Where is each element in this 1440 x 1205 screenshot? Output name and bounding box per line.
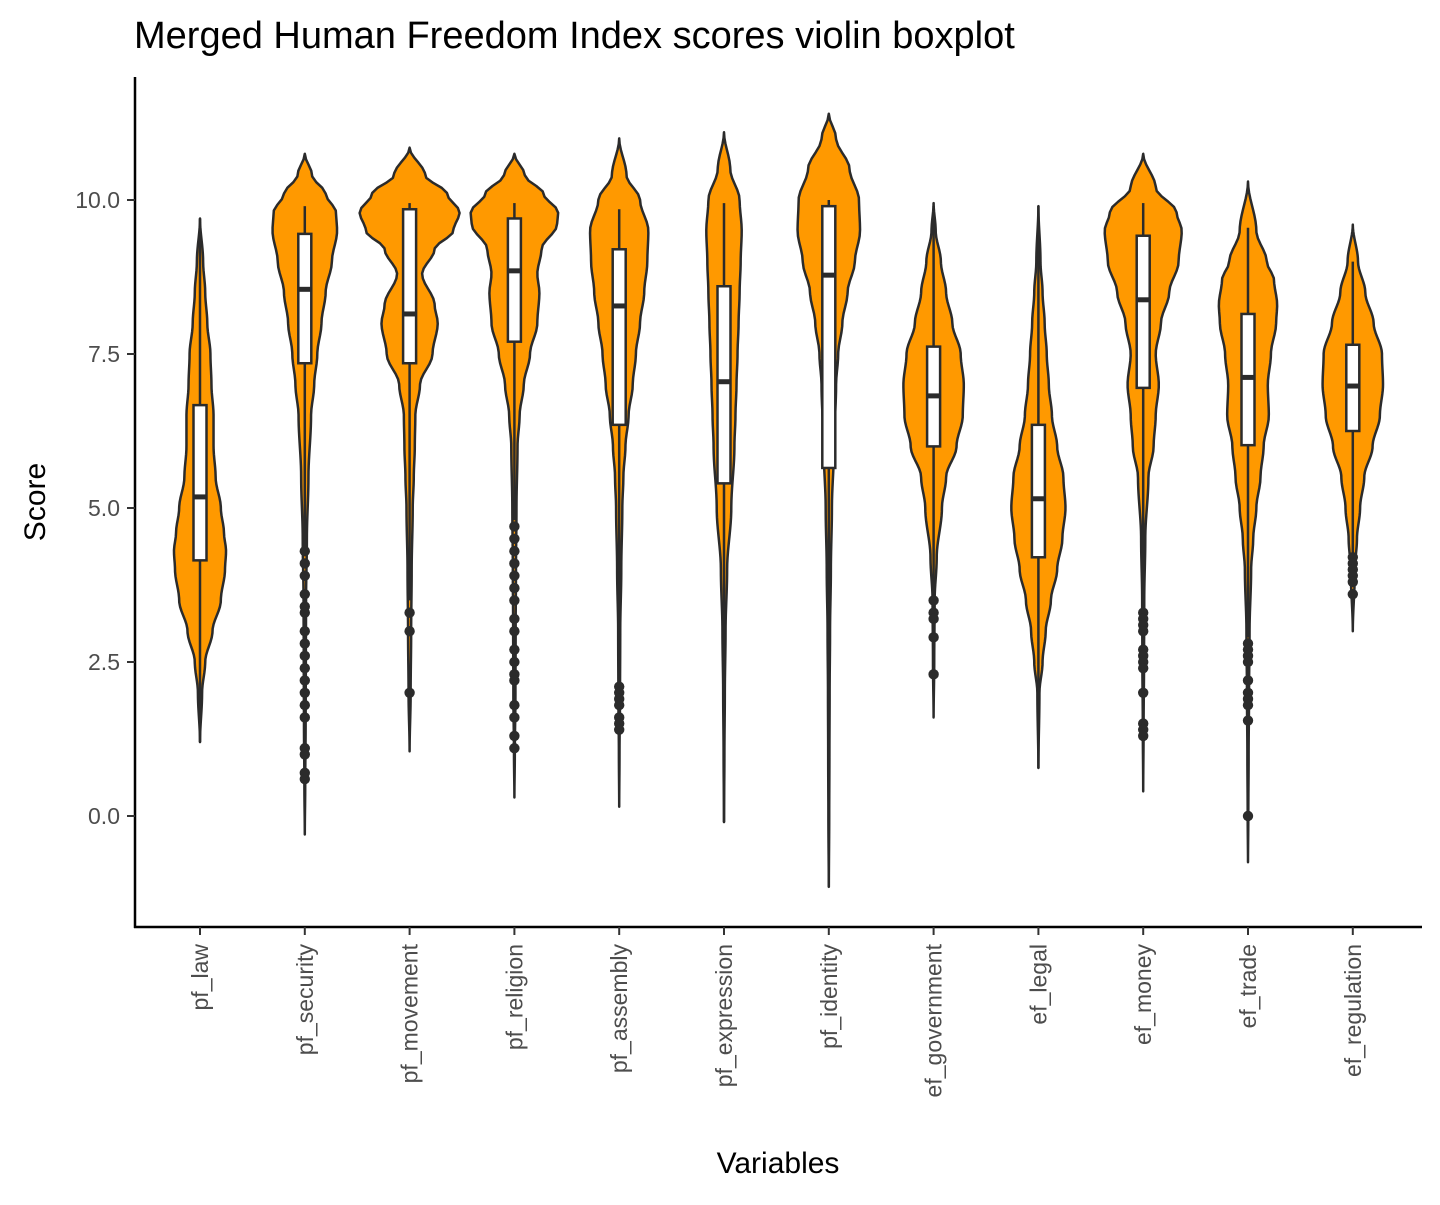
outlier-point bbox=[928, 632, 939, 643]
violin-group-ef_regulation bbox=[1321, 223, 1385, 633]
outlier-point bbox=[1242, 810, 1254, 822]
outlier-point bbox=[1138, 626, 1149, 637]
y-tick-label: 0.0 bbox=[88, 803, 120, 829]
box-ef_money bbox=[1135, 234, 1151, 390]
x-tick-label-pf_law: pf_law bbox=[187, 944, 213, 1011]
outlier-point bbox=[614, 724, 625, 735]
outlier-point bbox=[509, 545, 520, 557]
x-tick-label-pf_expression: pf_expression bbox=[711, 944, 737, 1087]
violin-group-pf_religion bbox=[469, 152, 560, 799]
box-pf_law bbox=[192, 403, 208, 562]
outlier-point bbox=[299, 773, 310, 785]
box-pf_identity bbox=[821, 204, 837, 470]
x-tick-label-ef_government: ef_government bbox=[921, 943, 947, 1097]
x-tick-label-pf_movement: pf_movement bbox=[397, 943, 423, 1083]
outlier-point bbox=[1242, 675, 1254, 686]
outlier-point bbox=[299, 558, 310, 569]
outlier-point bbox=[299, 712, 310, 723]
outlier-point bbox=[509, 570, 520, 581]
violin-group-ef_money bbox=[1103, 152, 1183, 793]
outlier-point bbox=[509, 699, 520, 711]
box-pf_security bbox=[297, 232, 313, 365]
violin-group-pf_assembly bbox=[588, 137, 650, 809]
outlier-point bbox=[509, 582, 520, 594]
outlier-point bbox=[509, 730, 520, 742]
x-tick-label-ef_money: ef_money bbox=[1130, 944, 1156, 1046]
outlier-point bbox=[509, 533, 520, 544]
violin-group-pf_law bbox=[172, 217, 228, 744]
outlier-point bbox=[299, 675, 310, 686]
violin-group-pf_security bbox=[271, 152, 339, 836]
plot-area bbox=[172, 112, 1385, 889]
x-tick-label-pf_religion: pf_religion bbox=[501, 944, 527, 1050]
x-tick-label-pf_security: pf_security bbox=[292, 944, 318, 1056]
outlier-point bbox=[509, 644, 520, 655]
outlier-point bbox=[299, 650, 310, 662]
x-tick-label-pf_identity: pf_identity bbox=[816, 944, 842, 1049]
x-tick-label-pf_assembly: pf_assembly bbox=[606, 944, 632, 1074]
outlier-point bbox=[509, 613, 520, 625]
outlier-point bbox=[404, 687, 415, 698]
outlier-point bbox=[299, 699, 310, 711]
outlier-point bbox=[404, 626, 415, 637]
x-tick-label-ef_legal: ef_legal bbox=[1025, 944, 1051, 1025]
box-pf_religion bbox=[506, 217, 523, 343]
outlier-point bbox=[614, 699, 625, 711]
outlier-point bbox=[509, 595, 520, 606]
violin-group-pf_expression bbox=[705, 130, 743, 824]
outlier-point bbox=[1347, 576, 1359, 588]
violin-group-pf_identity bbox=[796, 112, 862, 889]
outlier-point bbox=[299, 589, 310, 600]
y-tick-label: 5.0 bbox=[88, 495, 120, 521]
outlier-point bbox=[928, 595, 939, 606]
chart-title: Merged Human Freedom Index scores violin… bbox=[134, 15, 1015, 57]
outlier-point bbox=[299, 687, 310, 698]
outlier-point bbox=[1138, 730, 1149, 742]
outlier-point bbox=[1242, 656, 1254, 668]
outlier-point bbox=[299, 626, 310, 637]
outlier-point bbox=[509, 656, 520, 668]
outlier-point bbox=[1138, 687, 1149, 698]
outlier-point bbox=[509, 626, 520, 637]
box-ef_legal bbox=[1030, 423, 1047, 559]
violin-group-ef_government bbox=[902, 201, 966, 719]
outlier-point bbox=[404, 607, 415, 618]
outlier-point bbox=[1138, 662, 1149, 674]
box-pf_assembly bbox=[611, 248, 627, 427]
y-tick-label: 7.5 bbox=[88, 341, 120, 367]
outlier-point bbox=[928, 613, 939, 625]
violin-group-pf_movement bbox=[358, 146, 461, 753]
box-pf_movement bbox=[401, 207, 418, 365]
outlier-point bbox=[299, 638, 310, 649]
outlier-point bbox=[1347, 589, 1359, 600]
outlier-point bbox=[299, 607, 310, 618]
y-tick-label: 10.0 bbox=[75, 187, 120, 213]
x-tick-label-ef_regulation: ef_regulation bbox=[1340, 944, 1366, 1077]
outlier-point bbox=[509, 521, 520, 532]
outlier-point bbox=[509, 675, 520, 686]
outlier-point bbox=[299, 545, 310, 557]
outlier-point bbox=[299, 662, 310, 674]
violin-group-ef_legal bbox=[1010, 204, 1067, 770]
outlier-point bbox=[1242, 699, 1254, 711]
outlier-point bbox=[509, 743, 520, 754]
axes: pf_law pf_security pf_movement pf_religion p… bbox=[75, 77, 1422, 1097]
outlier-point bbox=[928, 669, 939, 680]
outlier-point bbox=[1242, 715, 1254, 726]
y-tick-label: 2.5 bbox=[88, 649, 120, 675]
y-axis-title: Score bbox=[19, 463, 52, 541]
box-pf_expression bbox=[716, 284, 732, 485]
outlier-point bbox=[299, 749, 310, 760]
outlier-point bbox=[509, 558, 520, 569]
outlier-point bbox=[509, 712, 520, 723]
x-axis-title: Variables bbox=[717, 1147, 840, 1180]
outlier-point bbox=[299, 570, 310, 581]
violin-group-ef_trade bbox=[1217, 180, 1279, 864]
x-tick-label-ef_trade: ef_trade bbox=[1235, 944, 1261, 1028]
